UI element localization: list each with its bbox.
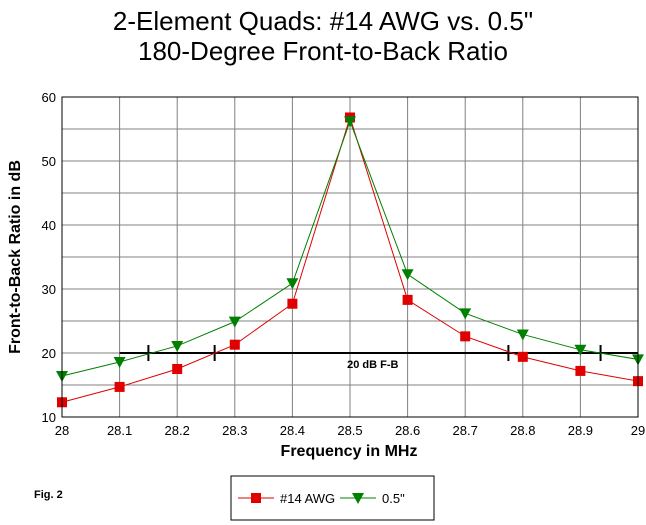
y-tick-label: 10 [42, 410, 56, 425]
data-point [172, 364, 183, 374]
y-axis-label: Front-to-Back Ratio in dB [7, 160, 24, 354]
data-point [575, 365, 586, 376]
data-point [286, 278, 299, 290]
data-point [402, 294, 413, 305]
x-tick-label: 28.4 [280, 423, 305, 438]
y-tick-label: 40 [42, 218, 56, 233]
x-tick-label: 28.8 [510, 423, 535, 438]
data-point [114, 381, 125, 392]
x-tick-label: 29 [631, 423, 645, 438]
data-point [459, 308, 472, 320]
data-point [516, 329, 529, 341]
legend-label: #14 AWG [280, 491, 335, 506]
x-tick-label: 28.7 [453, 423, 478, 438]
chart-subtitle: 180-Degree Front-to-Back Ratio [138, 36, 508, 66]
chart-title: 2-Element Quads: #14 AWG vs. 0.5" [113, 6, 533, 36]
data-point [229, 339, 240, 350]
figure-label: Fig. 2 [34, 489, 63, 501]
x-tick-labels: 28 28.1 28.2 28.3 28.4 28.5 28.6 28.7 28.8 28.9 29 [55, 423, 645, 438]
reference-line-group: 20 dB F-B [119, 345, 638, 371]
x-axis-label: Frequency in MHz [281, 443, 418, 460]
data-point [460, 331, 471, 342]
data-point [574, 344, 587, 356]
data-point [401, 269, 414, 281]
plot-frame [61, 96, 639, 418]
data-point [228, 316, 241, 328]
x-tick-label: 28.3 [222, 423, 247, 438]
data-point [113, 356, 126, 368]
y-tick-label: 60 [42, 90, 56, 105]
legend-label: 0.5" [382, 491, 405, 506]
x-tick-label: 28 [55, 423, 69, 438]
x-tick-label: 28.6 [395, 423, 420, 438]
x-tick-label: 28.9 [568, 423, 593, 438]
data-point [171, 340, 184, 352]
legend-marker [251, 493, 261, 503]
legend-marker [352, 493, 364, 504]
x-tick-label: 28.5 [337, 423, 362, 438]
y-tick-label: 20 [42, 346, 56, 361]
y-tick-label: 30 [42, 282, 56, 297]
y-tick-label: 50 [42, 154, 56, 169]
x-tick-label: 28.1 [107, 423, 132, 438]
data-point [287, 298, 298, 309]
x-tick-label: 28.2 [165, 423, 190, 438]
data-point [344, 116, 356, 128]
data-point [517, 351, 528, 362]
reference-line-label: 20 dB F-B [347, 359, 398, 371]
y-tick-labels: 10 20 30 40 50 60 [42, 90, 56, 425]
legend: #14 AWG 0.5" [230, 475, 435, 521]
